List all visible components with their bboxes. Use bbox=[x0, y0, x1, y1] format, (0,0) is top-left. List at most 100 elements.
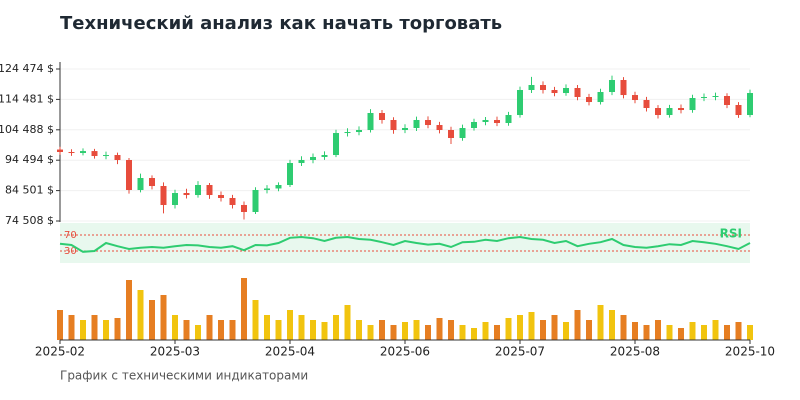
candle-body bbox=[471, 122, 477, 128]
candle-body bbox=[574, 87, 581, 97]
candle-body bbox=[724, 95, 730, 105]
candle-body bbox=[528, 85, 535, 91]
volume-bar bbox=[310, 320, 316, 340]
volume-bar bbox=[321, 322, 328, 340]
x-tick-label: 2025-08 bbox=[610, 345, 660, 359]
volume-bar bbox=[114, 318, 121, 340]
volume-bar bbox=[482, 322, 489, 340]
volume-bar bbox=[80, 320, 86, 340]
candle-body bbox=[275, 185, 282, 189]
x-tick-label: 2025-04 bbox=[265, 345, 315, 359]
volume-bar bbox=[344, 305, 351, 340]
candle-body bbox=[137, 178, 144, 190]
volume-bar bbox=[149, 300, 155, 340]
chart-caption: График с техническими индикаторами bbox=[60, 369, 308, 383]
candle-body bbox=[379, 113, 385, 120]
volume-bar bbox=[459, 325, 466, 340]
candle-body bbox=[206, 185, 213, 196]
volume-bar bbox=[597, 305, 604, 340]
y-tick-label: 84 501 $ bbox=[5, 184, 54, 197]
candle-body bbox=[390, 119, 397, 131]
candle-body bbox=[597, 92, 604, 103]
rsi-line bbox=[59, 235, 751, 253]
volume-bar bbox=[632, 322, 638, 340]
volume-bar bbox=[471, 328, 477, 340]
volume-bar bbox=[586, 320, 592, 340]
candle-body bbox=[689, 98, 696, 111]
candle-body bbox=[195, 185, 201, 196]
candle-body bbox=[551, 90, 558, 94]
candle-body bbox=[229, 197, 236, 205]
volume-bar bbox=[402, 322, 408, 340]
volume-bar bbox=[620, 315, 627, 340]
volume-bar bbox=[643, 325, 650, 340]
candle-body bbox=[666, 108, 673, 116]
chart-title: Технический анализ как начать торговать bbox=[60, 13, 502, 34]
candle-body bbox=[103, 155, 109, 157]
volume-bar bbox=[229, 320, 236, 340]
candle-body bbox=[586, 96, 592, 103]
candle-body bbox=[563, 87, 569, 94]
volume-bar bbox=[68, 315, 75, 340]
x-tick-label: 2025-02 bbox=[35, 345, 85, 359]
volume-bar bbox=[241, 278, 247, 340]
volume-bar bbox=[494, 325, 500, 340]
volume-bar bbox=[379, 320, 385, 340]
candle-body bbox=[540, 85, 546, 91]
rsi-label: RSI bbox=[720, 227, 742, 241]
volume-bar bbox=[735, 322, 742, 340]
volume-bar bbox=[160, 295, 167, 340]
candle-body bbox=[91, 151, 98, 157]
candle-body bbox=[114, 155, 121, 160]
volume-bar bbox=[448, 320, 454, 340]
volume-bar bbox=[505, 318, 512, 340]
volume-bar bbox=[264, 315, 270, 340]
volume-bar bbox=[333, 315, 339, 340]
volume-bar bbox=[678, 328, 684, 340]
candle-body bbox=[367, 113, 374, 131]
volume-bar bbox=[103, 320, 109, 340]
candle-body bbox=[632, 95, 638, 101]
candle-body bbox=[80, 151, 86, 154]
candle-body bbox=[678, 108, 684, 111]
rsi-level-label: 30 bbox=[64, 246, 77, 257]
volume-bar bbox=[747, 325, 753, 340]
volume-bar bbox=[195, 325, 201, 340]
y-tick-label: 114 481 $ bbox=[0, 92, 54, 105]
candle-body bbox=[701, 96, 707, 99]
volume-bar bbox=[574, 310, 581, 340]
volume-bar bbox=[126, 280, 132, 340]
volume-bar bbox=[172, 315, 178, 340]
x-tick-label: 2025-10 bbox=[725, 345, 775, 359]
volume-bar bbox=[390, 325, 397, 340]
candle-body bbox=[712, 95, 719, 97]
volume-bar bbox=[425, 325, 431, 340]
volume-bar bbox=[252, 300, 259, 340]
x-tick-label: 2025-07 bbox=[495, 345, 545, 359]
candle-body bbox=[252, 189, 259, 212]
volume-bar bbox=[367, 325, 374, 340]
candle-body bbox=[57, 149, 63, 152]
volume-bar bbox=[275, 320, 282, 340]
candle-body bbox=[482, 119, 489, 123]
volume-bar bbox=[551, 315, 558, 340]
y-tick-label: 104 488 $ bbox=[0, 123, 54, 136]
rsi-level-label: 70 bbox=[64, 230, 77, 241]
volume-bar bbox=[436, 318, 443, 340]
candle-body bbox=[160, 186, 167, 205]
y-tick-label: 124 474 $ bbox=[0, 62, 54, 75]
volume-bar bbox=[287, 310, 293, 340]
candle-body bbox=[620, 79, 627, 96]
volume-bar bbox=[517, 315, 523, 340]
candle-body bbox=[126, 159, 132, 190]
volume-bar bbox=[724, 325, 730, 340]
candle-body bbox=[505, 115, 512, 124]
x-tick-label: 2025-03 bbox=[150, 345, 200, 359]
candle-body bbox=[264, 188, 270, 190]
volume-bar bbox=[712, 320, 719, 340]
candle-body bbox=[448, 130, 454, 139]
volume-bar bbox=[183, 320, 190, 340]
candle-body bbox=[356, 130, 362, 133]
candle-body bbox=[735, 104, 742, 116]
